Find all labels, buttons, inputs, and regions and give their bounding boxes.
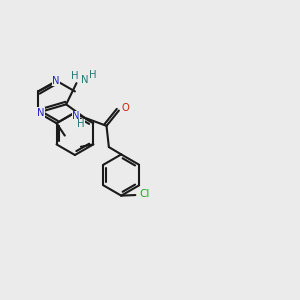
Text: H: H bbox=[89, 70, 96, 80]
Text: H: H bbox=[77, 119, 85, 129]
Text: O: O bbox=[122, 103, 129, 113]
Text: H: H bbox=[71, 71, 79, 81]
Text: N: N bbox=[52, 76, 60, 85]
Text: Cl: Cl bbox=[139, 190, 149, 200]
Text: N: N bbox=[81, 75, 88, 85]
Text: N: N bbox=[72, 111, 80, 121]
Text: N: N bbox=[37, 108, 44, 118]
